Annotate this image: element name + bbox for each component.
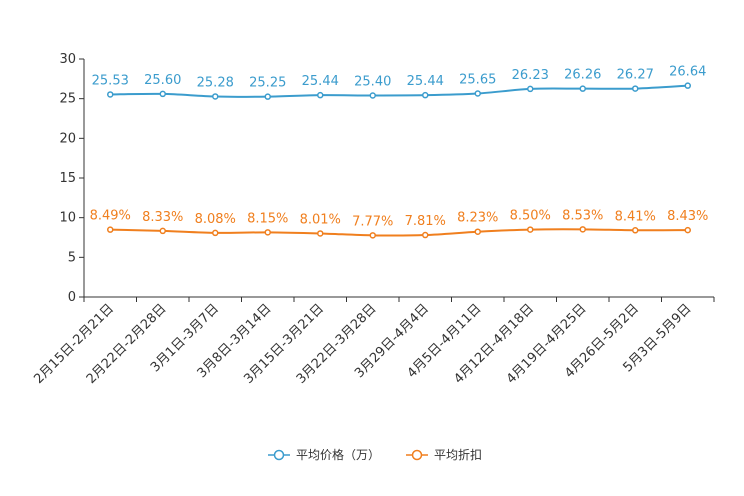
data-label: 8.33% — [142, 210, 183, 225]
series-1: 25.53 25.60 25.28 25.25 25.44 25.40 25.44 25.65… — [92, 65, 706, 100]
data-point — [107, 91, 114, 98]
legend-marker — [411, 449, 423, 461]
y-tick-label: 10 — [59, 211, 76, 226]
data-point — [684, 226, 691, 234]
data-label: 7.77% — [352, 214, 393, 229]
legend: 平均价格（万） 平均折扣 — [268, 447, 482, 462]
data-label: 25.28 — [197, 75, 234, 90]
data-label: 25.25 — [249, 76, 286, 91]
data-point — [317, 91, 324, 99]
data-point — [107, 226, 114, 233]
y-tick-label: 15 — [59, 171, 76, 186]
data-point — [684, 82, 691, 89]
data-label: 7.81% — [405, 214, 446, 229]
data-label: 8.53% — [562, 208, 603, 223]
data-label: 8.15% — [247, 211, 288, 226]
data-point — [264, 93, 271, 100]
data-label: 25.40 — [354, 74, 391, 89]
data-point — [369, 92, 376, 99]
legend-item: 平均折扣 — [406, 447, 482, 462]
data-point — [317, 230, 324, 237]
data-point — [579, 85, 586, 92]
y-tick-label: 30 — [59, 52, 76, 67]
y-tick-label: 25 — [59, 92, 76, 107]
data-point — [264, 229, 271, 236]
legend-label: 平均价格（万） — [296, 447, 380, 462]
data-label: 25.60 — [144, 73, 181, 88]
data-label: 8.23% — [457, 211, 498, 226]
data-point — [632, 85, 639, 92]
data-point — [474, 228, 481, 235]
y-tick-label: 5 — [68, 250, 76, 265]
data-label: 8.41% — [615, 209, 656, 224]
y-tick-label: 20 — [59, 131, 76, 146]
data-label: 8.49% — [90, 209, 131, 224]
data-label: 26.26 — [564, 68, 601, 83]
data-point — [527, 85, 534, 93]
data-point — [579, 226, 586, 233]
series-line — [110, 228, 688, 237]
data-label: 26.64 — [669, 65, 706, 80]
data-point — [474, 90, 481, 97]
data-label: 8.08% — [195, 212, 236, 227]
data-label: 8.01% — [300, 212, 341, 227]
data-point — [422, 231, 429, 239]
data-label: 25.53 — [92, 73, 129, 88]
data-point — [212, 93, 219, 100]
data-point — [212, 229, 219, 237]
data-label: 26.23 — [512, 68, 549, 83]
data-point — [159, 227, 166, 235]
data-label: 25.65 — [459, 73, 496, 88]
data-label: 8.50% — [510, 209, 551, 224]
data-label: 8.43% — [667, 209, 708, 224]
data-point — [369, 232, 376, 239]
data-label: 26.27 — [617, 68, 654, 83]
data-label: 25.44 — [407, 74, 444, 89]
data-point — [527, 226, 534, 233]
y-tick-label: 0 — [68, 290, 76, 305]
data-point — [159, 90, 166, 98]
series-line — [110, 84, 688, 98]
series-2: 8.49% 8.33% 8.08% 8.15% 8.01% 7.77% 7.81% 8.23%… — [90, 208, 708, 239]
data-point — [632, 227, 639, 234]
legend-label: 平均折扣 — [434, 447, 482, 462]
data-point — [422, 91, 429, 99]
legend-item: 平均价格（万） — [268, 447, 380, 462]
data-label: 25.44 — [302, 74, 339, 89]
legend-marker — [273, 449, 285, 461]
